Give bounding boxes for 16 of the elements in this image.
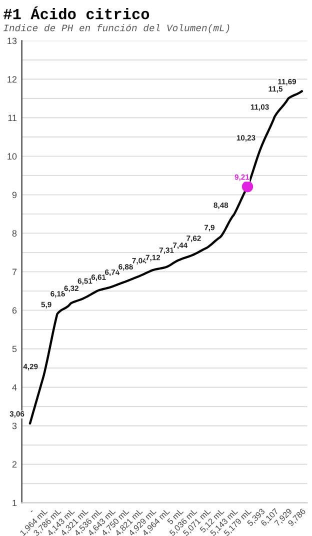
y-tick-label: 12 (8, 76, 17, 83)
y-tick-label: 13 (8, 38, 17, 44)
x-tick-label: - (30, 510, 33, 512)
y-tick-label: 3 (12, 422, 17, 430)
y-tick-label: 10 (8, 153, 17, 160)
y-tick-label: 1 (12, 500, 17, 506)
y-tick-label: 2 (12, 461, 17, 468)
y-tick-label: 11 (8, 114, 17, 122)
y-tick-label: 8 (12, 230, 17, 237)
chart-subtitle: Indice de PH en función del Volumen(mL) (4, 24, 230, 34)
y-tick-label: 4 (12, 384, 17, 391)
chart-title: #1 Ácido citrico (4, 6, 150, 20)
y-tick-label: 6 (12, 307, 17, 314)
y-tick-label: 5 (12, 346, 17, 352)
y-tick-label: 9 (12, 192, 17, 198)
y-tick-label: 7 (12, 268, 17, 276)
